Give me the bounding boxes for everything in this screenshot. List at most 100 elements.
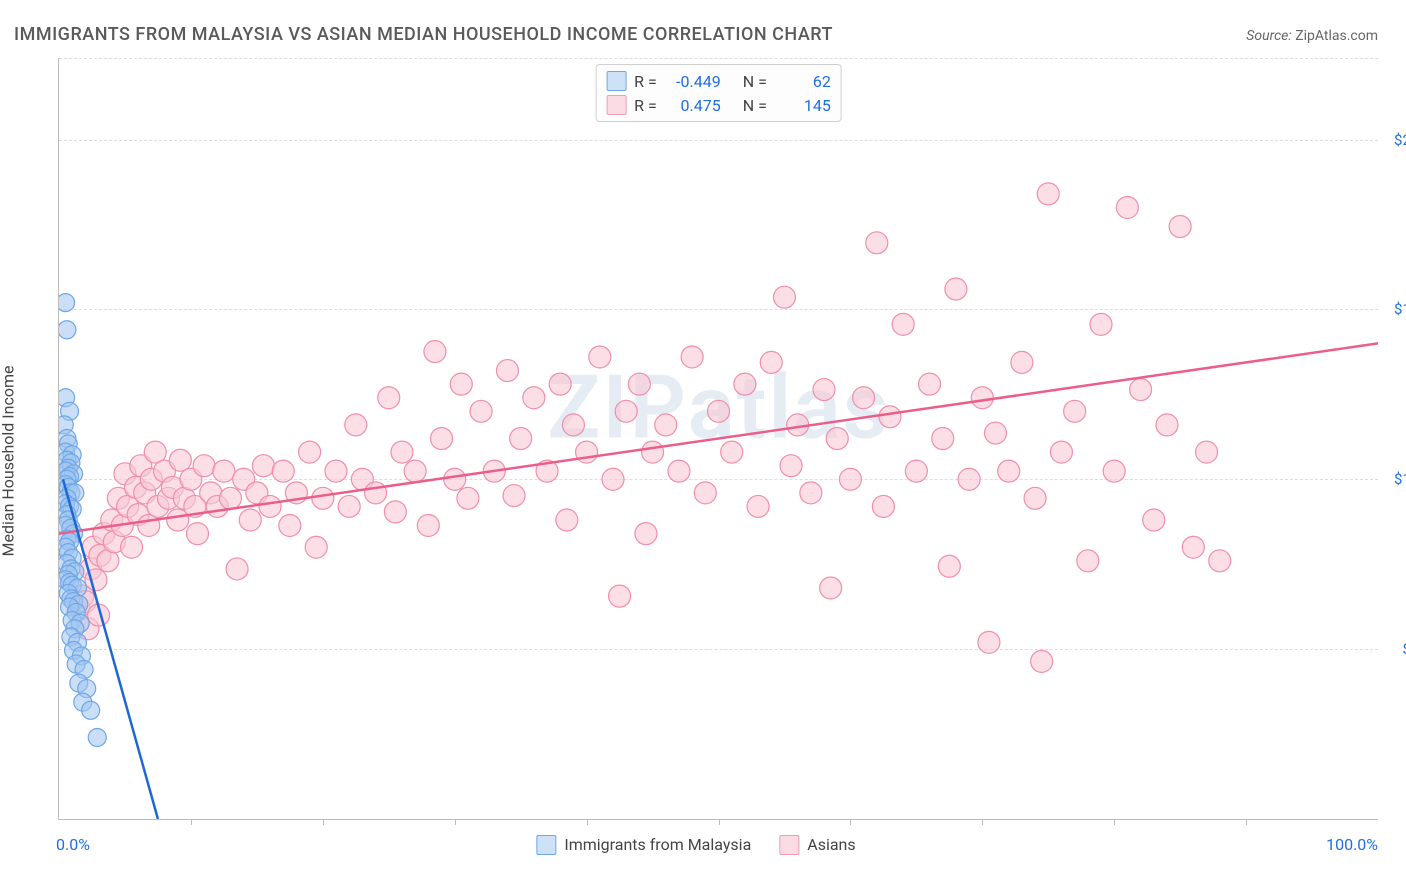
series-points-malaysia [59,294,106,747]
data-point [213,460,235,482]
series-points-asians [68,183,1231,672]
data-point [773,286,795,308]
y-axis-title: Median Household Income [0,366,18,557]
r-value: 0.475 [665,96,721,115]
data-point [193,455,215,477]
data-point [668,460,690,482]
data-point [721,441,743,463]
data-point [496,360,518,382]
data-point [431,428,453,450]
data-point [510,428,532,450]
data-point [345,414,367,436]
x-tick-mark [323,819,324,825]
data-point [59,321,76,339]
scatter-svg [59,58,1378,819]
data-point [681,346,703,368]
legend-swatch [606,71,626,91]
r-label: R = [634,96,657,115]
data-point [800,482,822,504]
data-point [694,482,716,504]
data-point [523,387,545,409]
data-point [59,294,75,312]
legend-label-asians: Asians [807,835,855,854]
data-point [252,455,274,477]
data-point [365,482,387,504]
data-point [226,558,248,580]
data-point [444,468,466,490]
data-point [562,414,584,436]
data-point [642,441,664,463]
data-point [450,373,472,395]
data-point [305,536,327,558]
data-point [1024,487,1046,509]
data-point [88,728,106,746]
data-point [813,379,835,401]
legend-swatch [606,95,626,115]
data-point [945,278,967,300]
n-label: N = [743,72,767,91]
data-point [549,373,571,395]
data-point [384,501,406,523]
data-point [589,346,611,368]
data-point [615,400,637,422]
data-point [259,495,281,517]
x-axis-footer: 0.0% Immigrants from Malaysia Asians 100… [14,835,1378,854]
r-label: R = [634,72,657,91]
data-point [239,509,261,531]
data-point [186,523,208,545]
chart-title: IMMIGRANTS FROM MALAYSIA VS ASIAN MEDIAN… [14,24,833,45]
correlation-legend: R =-0.449N =62R =0.475N =145 [595,64,842,122]
data-point [1143,509,1165,531]
series-legend: Immigrants from Malaysia Asians [536,835,855,855]
data-point [609,585,631,607]
data-point [1031,650,1053,672]
data-point [747,495,769,517]
plot-region: ZIPatlas R =-0.449N =62R =0.475N =145 $6… [58,58,1378,820]
data-point [826,428,848,450]
data-point [998,460,1020,482]
data-point [417,514,439,536]
data-point [279,514,301,536]
data-point [272,460,294,482]
x-tick-mark [1246,819,1247,825]
data-point [978,631,1000,653]
data-point [628,373,650,395]
x-axis-min-label: 0.0% [56,835,90,854]
data-point [932,428,954,450]
chart-area: Median Household Income ZIPatlas R =-0.4… [14,58,1378,864]
data-point [872,495,894,517]
data-point [404,460,426,482]
data-point [1050,441,1072,463]
data-point [169,449,191,471]
x-tick-mark [1114,819,1115,825]
data-point [219,487,241,509]
data-point [984,422,1006,444]
data-point [312,487,334,509]
data-point [919,373,941,395]
legend-label-malaysia: Immigrants from Malaysia [564,835,751,854]
data-point [424,341,446,363]
data-point [1156,414,1178,436]
data-point [760,351,782,373]
data-point [1182,536,1204,558]
data-point [457,487,479,509]
correlation-legend-row: R =0.475N =145 [606,93,831,117]
y-tick-label: $250,000 [1382,131,1406,149]
x-tick-mark [455,819,456,825]
data-point [708,400,730,422]
data-point [879,406,901,428]
n-value: 145 [775,96,831,115]
chart-root: IMMIGRANTS FROM MALAYSIA VS ASIAN MEDIAN… [0,0,1406,892]
data-point [1209,550,1231,572]
data-point [1130,379,1152,401]
x-axis-max-label: 100.0% [1326,835,1378,854]
x-tick-mark [191,819,192,825]
source-value: ZipAtlas.com [1295,28,1378,44]
data-point [299,441,321,463]
data-point [905,460,927,482]
data-point [971,387,993,409]
data-point [470,400,492,422]
data-point [839,468,861,490]
data-point [958,468,980,490]
data-point [780,455,802,477]
